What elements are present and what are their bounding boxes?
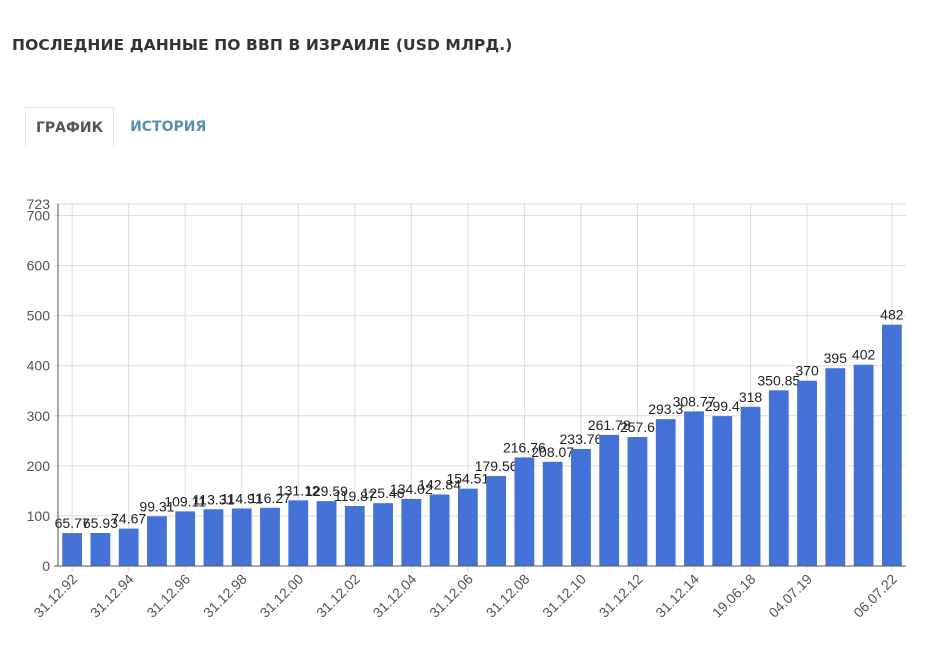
bar[interactable] [457,488,478,566]
bar[interactable] [655,419,676,566]
bar[interactable] [203,509,224,566]
bar-value-label: 261.78 [588,417,631,433]
bar[interactable] [90,532,111,566]
bar-value-label: 257.6 [620,419,655,435]
bar[interactable] [571,448,591,566]
bar[interactable] [344,505,365,566]
bar[interactable] [260,507,280,566]
x-tick-label: 31.12.14 [652,571,702,621]
bar[interactable] [542,461,563,566]
y-tick-label: 0 [42,558,50,574]
bar[interactable] [825,368,846,566]
bar-value-label: 395 [824,350,848,366]
x-tick-label: 31.12.92 [30,571,80,621]
bar-value-label: 134.02 [390,481,433,497]
bar-value-label: 318 [739,389,763,405]
x-tick-label: 19.06.18 [709,571,759,621]
bar[interactable] [486,476,507,566]
bar-value-label: 74.67 [111,511,146,527]
y-tick-label: 100 [27,508,51,524]
y-tick-label: 200 [27,458,51,474]
bar-value-label: 293.3 [648,401,683,417]
y-tick-label: 400 [27,358,51,374]
bar[interactable] [175,511,196,566]
bar-value-label: 308.77 [673,393,716,409]
bar-value-label: 370 [795,363,819,379]
x-tick-label: 31.12.00 [257,571,307,621]
x-tick-label: 31.12.02 [313,571,363,621]
x-tick-label: 31.12.94 [87,571,137,621]
x-tick-label: 31.12.96 [143,571,193,621]
bar[interactable] [684,411,704,566]
bar[interactable] [627,437,648,566]
bar[interactable] [429,494,450,566]
bar-value-label: 65.77 [55,515,90,531]
bar-value-label: 299.4 [705,398,740,414]
x-tick-label: 31.12.98 [200,571,250,621]
bar[interactable] [147,516,167,566]
x-tick-label: 31.12.04 [370,571,420,621]
bar-value-label: 109.11 [164,493,206,509]
bar[interactable] [740,406,761,566]
bar-value-label: 99.31 [139,498,174,514]
bar-value-label: 216.76 [503,439,546,455]
y-tick-label: 700 [27,208,51,224]
bar[interactable] [288,500,309,566]
bar[interactable] [514,457,535,566]
tab-chart[interactable]: ГРАФИК [25,107,115,147]
x-tick-label: 31.12.08 [483,571,533,621]
bar-value-label: 119.87 [334,488,376,504]
bar[interactable] [231,508,252,566]
bar[interactable] [316,501,337,566]
bar-value-label: 114.91 [221,490,263,506]
page-title: ПОСЛЕДНИЕ ДАННЫЕ ПО ВВП В ИЗРАИЛЕ (USD М… [12,36,513,54]
bar-value-label: 142.84 [418,476,461,492]
x-tick-label: 31.12.06 [426,571,476,621]
bar[interactable] [118,528,139,566]
bar-value-label: 129.59 [305,483,348,499]
bar[interactable] [599,434,620,566]
bar-value-label: 154.51 [446,471,489,487]
y-tick-label: 723 [27,196,51,212]
bar-value-label: 482 [880,307,904,323]
x-tick-label: 06.07.22 [850,571,900,621]
x-tick-label: 31.12.12 [596,571,646,621]
bar[interactable] [881,324,902,566]
bar-value-label: 208.07 [531,444,574,460]
bar-value-label: 125.46 [362,485,405,501]
bar-value-label: 116.27 [249,490,291,506]
bar[interactable] [401,498,422,566]
bar[interactable] [712,416,733,566]
bar-value-label: 179.56 [475,458,518,474]
bar[interactable] [853,364,874,566]
tab-history[interactable]: ИСТОРИЯ [130,119,207,135]
bar[interactable] [62,533,83,566]
y-tick-label: 300 [27,408,51,424]
chart-tabs: ГРАФИК ИСТОРИЯ [25,107,216,147]
bar-value-label: 350.85 [757,372,800,388]
bar[interactable] [768,390,789,566]
x-tick-label: 04.07.19 [765,571,815,621]
bar-value-label: 113.31 [193,491,235,507]
bar-value-label: 402 [852,347,876,363]
bar-value-label: 131.12 [277,482,320,498]
bar[interactable] [797,380,817,566]
bar-value-label: 233.76 [560,431,603,447]
x-tick-label: 31.12.10 [539,571,589,621]
bar-value-label: 65.93 [83,515,118,531]
y-tick-label: 500 [27,308,51,324]
bar[interactable] [373,503,393,566]
y-tick-label: 600 [27,258,51,274]
